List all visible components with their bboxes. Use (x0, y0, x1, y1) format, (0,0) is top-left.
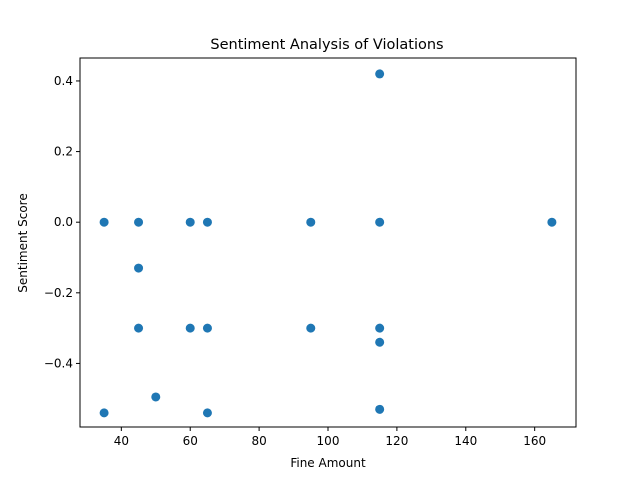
x-tick-label: 60 (183, 434, 198, 448)
data-point (185, 323, 195, 333)
y-tick-label: 0.0 (54, 215, 73, 229)
data-point (306, 217, 316, 227)
data-point (202, 217, 212, 227)
y-tick-label: 0.4 (54, 74, 73, 88)
x-tick-label: 80 (251, 434, 266, 448)
x-tick-label: 120 (385, 434, 408, 448)
y-tick-label: −0.2 (44, 286, 73, 300)
y-axis-label: Sentiment Score (16, 193, 30, 292)
data-point (375, 217, 385, 227)
x-axis-ticks: 40 60 80 100 120 140 160 (114, 427, 546, 448)
points-layer (99, 69, 557, 418)
data-point (99, 217, 109, 227)
x-axis-label: Fine Amount (290, 456, 366, 470)
data-point (202, 323, 212, 333)
data-point (375, 404, 385, 414)
data-point (375, 69, 385, 79)
x-tick-label: 100 (317, 434, 340, 448)
data-point (134, 323, 144, 333)
data-point (375, 337, 385, 347)
data-point (134, 217, 144, 227)
data-point (99, 408, 109, 418)
x-tick-label: 160 (523, 434, 546, 448)
x-tick-label: 140 (454, 434, 477, 448)
y-axis-ticks: −0.4 −0.2 0.0 0.2 0.4 (44, 74, 80, 370)
data-point (375, 323, 385, 333)
chart-title: Sentiment Analysis of Violations (210, 37, 443, 53)
data-point (547, 217, 557, 227)
data-point (185, 217, 195, 227)
y-tick-label: 0.2 (54, 145, 73, 159)
data-point (134, 263, 144, 273)
data-point (306, 323, 316, 333)
data-point (151, 392, 161, 402)
data-point (202, 408, 212, 418)
x-tick-label: 40 (114, 434, 129, 448)
y-tick-label: −0.4 (44, 356, 73, 370)
